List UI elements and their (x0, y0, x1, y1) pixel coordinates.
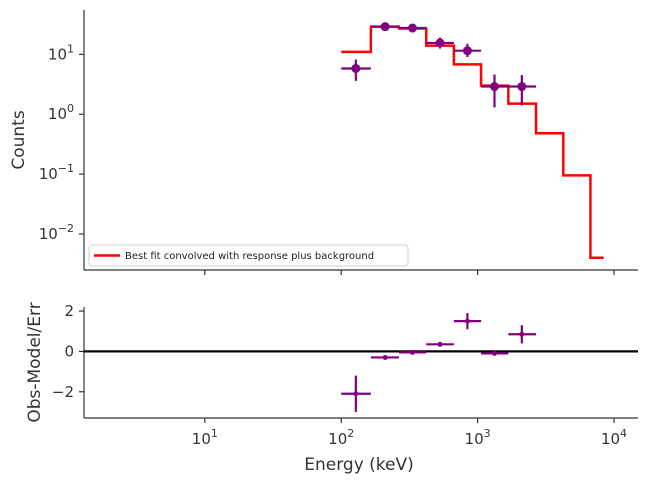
tick-base: 10 (328, 430, 347, 448)
y-tick-label: −2 (52, 383, 74, 401)
tick-exponent: 0 (67, 102, 74, 115)
residual-point (370, 354, 399, 360)
tick-exponent: 2 (347, 427, 354, 440)
y-axis-title: Counts (9, 110, 29, 169)
y-tick-label: 101 (48, 42, 74, 63)
tick-base: 10 (601, 430, 620, 448)
x-tick-label: 104 (601, 427, 627, 448)
legend-label: Best fit convolved with response plus ba… (125, 251, 374, 262)
tick-base: 10 (192, 430, 211, 448)
data-marker (351, 63, 361, 73)
x-axis-title: Energy (keV) (304, 455, 414, 475)
y-tick-label: 2 (64, 302, 74, 320)
residual-marker (382, 354, 388, 360)
residual-point (481, 350, 509, 356)
data-marker (489, 82, 499, 92)
residual-marker (353, 391, 359, 397)
data-marker (435, 38, 445, 48)
x-tick-label: 103 (465, 427, 491, 448)
tick-exponent: −2 (58, 222, 74, 235)
data-point (508, 75, 536, 106)
data-marker (407, 23, 417, 33)
tick-base: 10 (39, 225, 58, 243)
data-marker (462, 46, 472, 56)
residual-marker (464, 318, 470, 324)
residual-marker (409, 349, 415, 355)
residual-marker (519, 331, 525, 337)
data-point (370, 22, 399, 32)
data-point (341, 59, 371, 81)
y-tick-label: 10−2 (39, 222, 74, 243)
data-marker (517, 82, 527, 92)
y-tick-label: 10−1 (39, 162, 74, 183)
x-tick-label: 101 (192, 427, 218, 448)
residual-point (453, 313, 482, 330)
data-point (453, 43, 482, 58)
data-point (481, 74, 509, 108)
tick-base: 10 (39, 165, 58, 183)
tick-exponent: 3 (484, 427, 491, 440)
residual-point (508, 325, 536, 344)
data-point (398, 23, 427, 33)
y-tick-label: 100 (48, 102, 74, 123)
legend: Best fit convolved with response plus ba… (88, 244, 409, 267)
model-step-line (341, 25, 604, 260)
y-tick-label: 0 (64, 342, 74, 360)
tick-exponent: 1 (67, 42, 74, 55)
tick-exponent: 4 (620, 427, 627, 440)
tick-exponent: 1 (211, 427, 218, 440)
tick-base: 10 (465, 430, 484, 448)
data-point (426, 37, 454, 49)
x-tick-label: 102 (328, 427, 354, 448)
residual-marker (491, 350, 497, 356)
y-axis-title: Obs-Model/Err (25, 302, 45, 422)
tick-base: 10 (48, 105, 67, 123)
tick-base: 10 (48, 45, 67, 63)
legend-box (88, 244, 409, 267)
data-marker (380, 22, 390, 32)
residual-point (341, 375, 371, 412)
residual-point (398, 349, 427, 355)
residual-marker (437, 341, 443, 347)
residual-point (426, 341, 454, 347)
tick-exponent: −1 (58, 162, 74, 175)
